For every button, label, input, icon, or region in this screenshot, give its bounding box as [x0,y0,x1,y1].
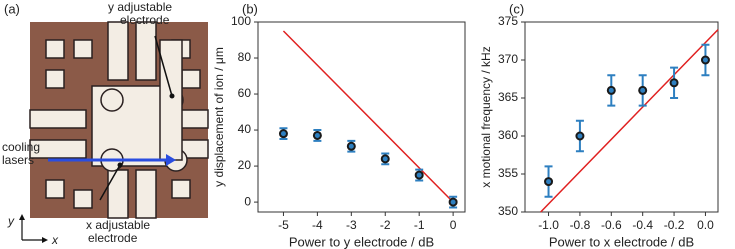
arrowheads [19,214,48,243]
data-point [278,129,288,139]
axis-arrows [21,218,44,241]
x-tick-label: -0.8 [570,218,591,232]
y-tick-label: 100 [231,14,251,28]
y-tick-label: 80 [238,50,252,64]
x-tick-label: -4 [312,218,323,232]
y-tick-label: 40 [238,122,252,136]
y-tick-label: 360 [498,128,518,142]
x-tick-label: -0.6 [601,218,622,232]
axis-label: y [7,214,15,228]
data-point [448,197,458,207]
data-point [700,55,710,65]
y-tick-label: 370 [498,52,518,66]
y-tick-label: 60 [238,86,252,100]
x-tick-label: -0.4 [632,218,653,232]
laser-arrowhead [166,154,176,166]
pointer [154,35,173,97]
annotation: y adjustable [108,0,172,14]
data-point [575,131,585,141]
pointer-dot [117,162,123,168]
annotation: cooling [2,140,40,154]
x-tick-label: 0 [450,218,457,232]
panel-label: (b) [242,1,258,16]
x-tick-label: -5 [278,218,289,232]
data-point [606,85,616,95]
data-point [414,170,424,180]
x-tick-label: -2 [380,218,391,232]
y-tick-label: 365 [498,90,518,104]
plot-frame [257,21,466,213]
y-tick-label: 20 [238,158,252,172]
annotation: lasers [2,153,34,167]
x-axis-label: Power to y electrode / dB [289,234,434,249]
data-point [380,154,390,164]
data-point [544,177,554,187]
annotation: electrode [88,231,138,245]
electrodes [29,21,209,219]
x-axis-label: Power to x electrode / dB [549,234,694,249]
x-tick-label: -1.0 [538,218,559,232]
x-tick-label: -3 [346,218,357,232]
y-tick-label: 0 [244,194,251,208]
panel-label: (a) [4,1,20,16]
annotation: x adjustable [86,218,150,232]
x-tick-label: 0.0 [697,218,714,232]
y-axis-label: y displacement of ion / μm [212,47,226,187]
y-tick-label: 355 [498,166,518,180]
x-tick-label: -1 [414,218,425,232]
data-point [638,85,648,95]
pointer [99,164,121,201]
panel-a: (a) y adjustable electrode cooling laser… [2,0,209,247]
fit-line [540,29,719,213]
y-tick-label: 350 [498,204,518,218]
annotation: electrode [120,13,170,27]
panel-label: (c) [509,1,524,16]
plot-frame [524,21,719,213]
x-tick-label: -0.2 [664,218,685,232]
axis-label: x [51,233,59,247]
data-point [312,130,322,140]
data-point [346,141,356,151]
fit-line [282,30,454,203]
y-tick-label: 375 [498,14,518,28]
pointer-dot [169,93,175,99]
data-point [669,78,679,88]
y-axis-label: x motional frequency / kHz [479,46,493,187]
